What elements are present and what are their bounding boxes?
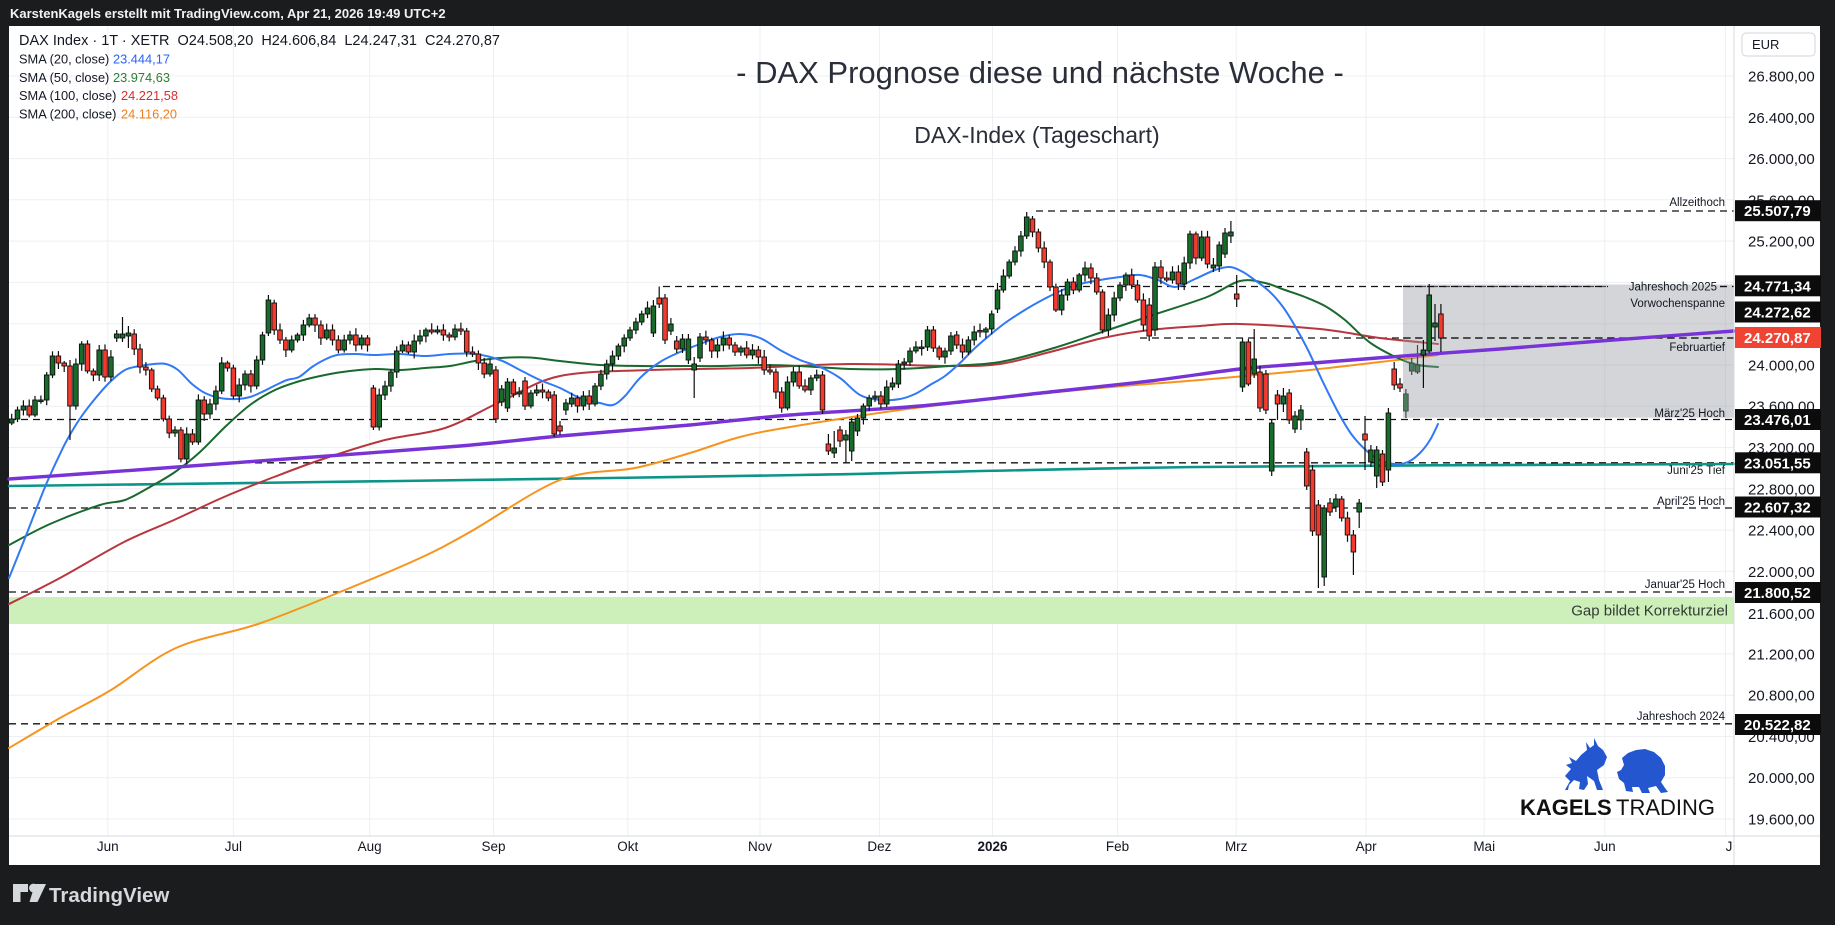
svg-text:Vorwochenspanne: Vorwochenspanne [1630,298,1725,310]
svg-text:Feb: Feb [1106,839,1129,854]
svg-text:DAX-Index (Tageschart): DAX-Index (Tageschart) [914,122,1159,148]
svg-text:21.800,52: 21.800,52 [1744,585,1811,602]
svg-text:22.000,00: 22.000,00 [1748,564,1815,581]
svg-text:Nov: Nov [748,839,772,854]
svg-text:21.200,00: 21.200,00 [1748,646,1815,663]
svg-text:20.800,00: 20.800,00 [1748,688,1815,705]
svg-text:Februartief: Februartief [1669,342,1725,354]
svg-text:TRADING: TRADING [1616,795,1715,820]
svg-text:25.507,79: 25.507,79 [1744,203,1811,220]
svg-text:Aug: Aug [358,839,382,854]
svg-text:26.400,00: 26.400,00 [1748,110,1815,127]
svg-text:Allzeithoch: Allzeithoch [1669,197,1725,209]
svg-text:Jahreshoch 2024: Jahreshoch 2024 [1637,711,1726,723]
svg-text:Jun: Jun [1594,839,1616,854]
svg-text:26.000,00: 26.000,00 [1748,151,1815,168]
svg-text:EUR: EUR [1752,37,1779,52]
svg-text:24.270,87: 24.270,87 [1744,330,1811,347]
svg-text:DAX Index · 1T · XETR O24.508: DAX Index · 1T · XETR O24.508,20 H24.606… [19,33,500,49]
svg-text:SMA (100, close): SMA (100, close) [19,88,116,103]
svg-text:26.800,00: 26.800,00 [1748,69,1815,86]
svg-text:KAGELS: KAGELS [1520,795,1612,820]
svg-text:20.522,82: 20.522,82 [1744,717,1811,734]
svg-text:24.771,34: 24.771,34 [1744,278,1811,295]
svg-text:23.444,17: 23.444,17 [113,52,170,67]
svg-text:Jun: Jun [97,839,119,854]
svg-text:2026: 2026 [977,839,1008,854]
svg-text:22.800,00: 22.800,00 [1748,481,1815,498]
svg-text:J: J [1726,839,1733,854]
svg-text:April'25 Hoch: April'25 Hoch [1657,496,1725,508]
svg-text:24.221,58: 24.221,58 [121,88,178,103]
svg-text:SMA (200, close): SMA (200, close) [19,106,116,121]
svg-text:Juni'25 Tief: Juni'25 Tief [1667,465,1726,477]
svg-text:21.600,00: 21.600,00 [1748,606,1815,623]
svg-text:25.200,00: 25.200,00 [1748,234,1815,251]
svg-text:22.607,32: 22.607,32 [1744,500,1811,517]
svg-text:22.400,00: 22.400,00 [1748,523,1815,540]
svg-text:KarstenKagels erstellt mit Tra: KarstenKagels erstellt mit TradingView.c… [10,6,446,21]
svg-text:19.600,00: 19.600,00 [1748,812,1815,829]
svg-text:Okt: Okt [617,839,638,854]
svg-text:23.974,63: 23.974,63 [113,70,170,85]
svg-text:Gap bildet Korrekturziel: Gap bildet Korrekturziel [1571,603,1728,620]
svg-text:24.000,00: 24.000,00 [1748,357,1815,374]
svg-text:Mrz: Mrz [1225,839,1248,854]
svg-text:23.051,55: 23.051,55 [1744,455,1811,472]
svg-text:Jahreshoch 2025: Jahreshoch 2025 [1629,282,1717,294]
svg-text:März'25 Hoch: März'25 Hoch [1654,408,1725,420]
svg-text:Dez: Dez [867,839,891,854]
svg-text:Sep: Sep [481,839,505,854]
svg-text:Mai: Mai [1473,839,1495,854]
svg-text:23.476,01: 23.476,01 [1744,412,1811,429]
svg-text:Apr: Apr [1356,839,1378,854]
svg-text:- DAX Prognose diese und nächs: - DAX Prognose diese und nächste Woche - [736,55,1344,90]
svg-text:20.000,00: 20.000,00 [1748,770,1815,787]
svg-text:Januar'25 Hoch: Januar'25 Hoch [1645,579,1725,591]
svg-text:TradingView: TradingView [49,884,169,907]
svg-text:24.116,20: 24.116,20 [121,106,177,121]
svg-text:24.272,62: 24.272,62 [1744,305,1811,322]
svg-text:Jul: Jul [225,839,242,854]
svg-text:SMA (20, close): SMA (20, close) [19,52,109,67]
svg-text:SMA (50, close): SMA (50, close) [19,70,109,85]
